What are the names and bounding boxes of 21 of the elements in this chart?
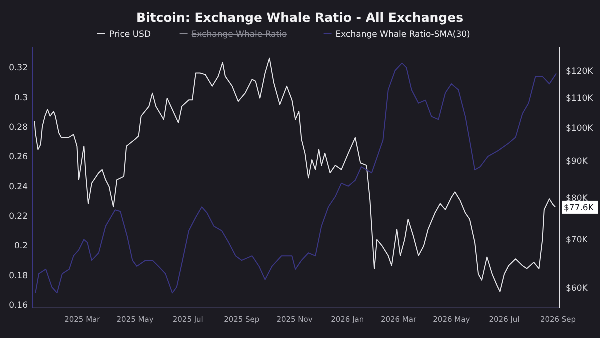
- y-tick-label: 0.18: [9, 271, 28, 282]
- legend-label: Exchange Whale Ratio: [192, 30, 288, 40]
- y2-tick-label: $90K: [566, 156, 588, 167]
- y-tick-label: 0.24: [9, 182, 28, 192]
- y-tick-label: 0.26: [9, 152, 28, 163]
- y-tick-label: 0.32: [9, 64, 28, 74]
- y-tick-label: 0.3: [14, 93, 28, 104]
- y-tick-label: 0.2: [14, 242, 28, 252]
- y2-tick-label: $70K: [566, 236, 588, 246]
- y2-tick-label: $80K: [566, 194, 588, 204]
- y2-tick-label: $100K: [566, 124, 594, 134]
- legend-label: Exchange Whale Ratio-SMA(30): [336, 30, 470, 40]
- y2-tick-label: $110K: [566, 94, 594, 104]
- legend-label: Price USD: [109, 30, 152, 40]
- y-tick-label: 0.28: [9, 123, 28, 134]
- y-tick-label: 0.16: [9, 301, 28, 312]
- text: $77.6K: [564, 203, 594, 214]
- y2-tick-label: $120K: [566, 66, 594, 77]
- chart-title: Bitcoin: Exchange Whale Ratio - All Exchanges: [136, 10, 464, 25]
- y2-tick-label: $60K: [566, 284, 588, 294]
- y-tick-label: 0.22: [9, 212, 28, 222]
